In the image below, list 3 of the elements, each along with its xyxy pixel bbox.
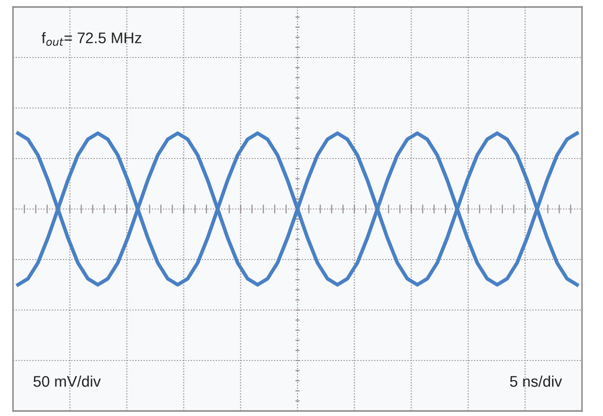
- text: 50 mV/div: [34, 376, 101, 387]
- text: f$_{out}$= 72.5 MHz: [42, 32, 142, 46]
- text: 5 ns/div: [510, 376, 562, 387]
